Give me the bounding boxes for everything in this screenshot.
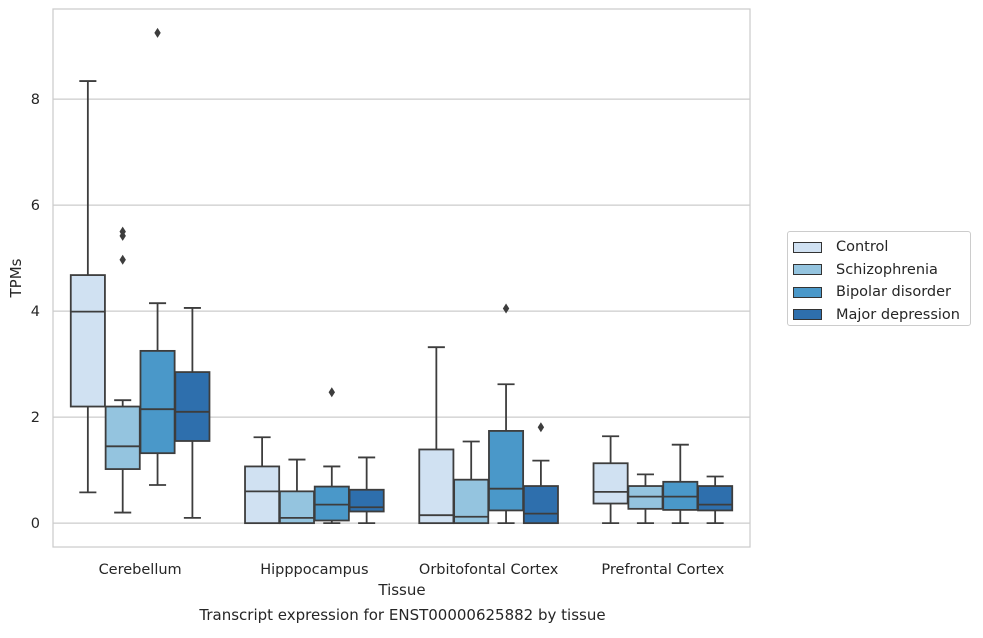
plot-frame (52, 8, 751, 548)
box-iqr (139, 349, 176, 455)
outlier-point (119, 254, 126, 265)
legend-item: Schizophrenia (793, 259, 970, 282)
legend-swatch (793, 241, 822, 253)
x-tick-label: Hipppocampus (260, 562, 368, 578)
outlier-point (119, 226, 126, 237)
y-axis-label: TPMs (7, 258, 25, 298)
outlier-point (328, 387, 335, 398)
legend: Control Schizophrenia Bipolar disorder Majo… (787, 231, 971, 326)
box-group (697, 475, 734, 525)
box-iqr (104, 405, 141, 470)
box-iqr (488, 430, 525, 512)
x-tick-label: Orbitofontal Cortex (419, 562, 559, 578)
box-iqr (244, 465, 281, 525)
legend-label: Major depression (836, 306, 960, 323)
outlier-point (154, 27, 161, 38)
x-axis-label: Tissue (377, 581, 425, 599)
chart-caption: Transcript expression for ENST0000062588… (199, 606, 606, 624)
legend-item: Control (793, 236, 970, 259)
y-tick-labels: 0 2 4 6 8 (31, 92, 40, 532)
legend-label: Bipolar disorder (836, 284, 951, 301)
legend-label: Schizophrenia (836, 261, 938, 278)
box-group (278, 458, 315, 525)
box-group (453, 440, 490, 525)
boxes (69, 27, 734, 525)
box-iqr (174, 371, 211, 442)
box-group (244, 436, 281, 525)
box-iqr (69, 274, 106, 408)
y-tick-label: 6 (31, 198, 40, 214)
box-group (662, 443, 699, 525)
y-tick-label: 0 (31, 516, 40, 532)
outlier-point (537, 422, 545, 433)
box-group (522, 422, 559, 525)
legend-swatch (793, 264, 822, 276)
x-tick-labels: Cerebellum Hipppocampus Orbitofontal Corte… (99, 562, 725, 578)
legend-item: Bipolar disorder (793, 281, 970, 304)
box-group (313, 387, 350, 525)
y-tick-label: 4 (31, 304, 40, 320)
box-group (139, 27, 176, 486)
legend-item: Major depression (793, 304, 970, 327)
box-group (418, 346, 455, 525)
box-group (104, 226, 141, 514)
x-tick-label: Cerebellum (99, 562, 182, 578)
outlier-point (502, 303, 510, 314)
box-group (174, 307, 211, 519)
box-iqr (348, 488, 385, 513)
box-group (627, 473, 664, 525)
box-iqr (697, 485, 734, 512)
y-tick-label: 8 (31, 92, 40, 108)
legend-swatch (793, 286, 822, 298)
box-group (488, 303, 525, 525)
x-tick-label: Prefrontal Cortex (601, 562, 724, 578)
box-iqr (313, 485, 350, 522)
box-group (592, 435, 629, 525)
y-tick-label: 2 (31, 410, 40, 426)
box-group (69, 80, 106, 494)
box-group (348, 456, 385, 525)
box-iqr (592, 462, 629, 505)
legend-swatch (793, 309, 822, 321)
box-iqr (418, 448, 455, 525)
legend-label: Control (836, 239, 889, 256)
box-iqr (522, 485, 559, 525)
